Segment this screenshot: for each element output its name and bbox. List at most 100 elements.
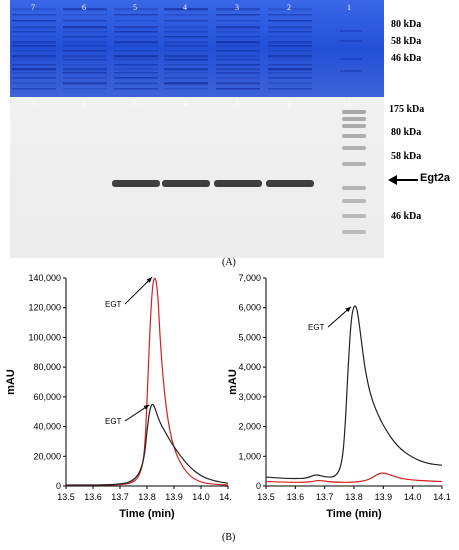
egt2a-bands [112,180,314,187]
chromatogram-left: 13.5 13.6 13.7 13.8 13.9 14.0 14.1 0 20,000 40,00… [5,273,232,520]
annotation-label: EGT [308,323,325,332]
annotation-arrow [124,276,153,305]
x-tick-label: 13.7 [316,492,334,502]
y-tick-label: 20,000 [33,451,61,461]
gel-band [268,41,312,44]
gel-band [164,72,208,74]
gel-band [63,72,107,74]
y-tick-label: 1,000 [238,451,261,461]
gel-band [12,59,56,61]
ladder-band [342,162,366,166]
ladder-band [342,110,366,114]
lane-number: 2 [287,3,291,12]
gel-band [268,88,312,90]
ladder-band [342,117,366,121]
y-tick-label: 4,000 [238,362,261,372]
panel-a-label: (A) [222,257,236,268]
series-line [65,403,229,486]
y-tick-label: 140,000 [28,273,61,283]
arrow-head-icon [146,277,153,283]
gel-band [12,26,56,29]
coomassie-gel [10,0,384,97]
gel-band [268,55,312,58]
gel-band [114,36,158,38]
gel-band [114,82,158,85]
gel-band [12,50,56,52]
gel-band [12,45,56,47]
gel-band [12,41,56,44]
lane-number: 1 [347,99,351,108]
gel-band [268,31,312,33]
ladder-band [342,214,366,218]
gel-band [12,36,56,38]
y-tick-label: 100,000 [28,332,61,342]
x-tick-label: 13.6 [287,492,305,502]
gel-band [12,72,56,74]
gel-band [12,77,56,79]
lane-number: 5 [133,99,137,108]
gel-band-pattern [12,8,362,90]
x-tick-label: 14.0 [192,492,210,502]
gel-band [164,20,208,22]
gel-band [268,14,312,16]
gel-band [114,59,158,61]
lane-number: 3 [235,99,239,108]
gel-band [216,45,260,47]
band-label: Egt2a [420,172,450,184]
gel-band [216,14,260,16]
gel-band [114,14,158,16]
blot-marker-80: 80 kDa [391,127,422,138]
gel-band [268,20,312,22]
lane-number: 4 [183,3,187,12]
gel-band [12,20,56,22]
gel-band [12,88,56,90]
gel-band [268,8,312,11]
gel-band [216,36,260,38]
y-tick-label: 2,000 [238,422,261,432]
gel-band [268,77,312,79]
gel-band [164,50,208,52]
x-tick-label: 13.6 [84,492,102,502]
gel-band [114,31,158,33]
x-tick-label: 13.9 [375,492,393,502]
lane-number: 4 [183,99,187,108]
gel-band [63,31,107,33]
gel-band [164,68,208,71]
gel-band [164,41,208,44]
gel-band [216,82,260,85]
y-tick-label: 3,000 [238,392,261,402]
gel-band [268,59,312,61]
gel-band [216,31,260,33]
lane-number: 1 [347,3,351,12]
egt2a-band [162,180,210,187]
gel-band [63,41,107,44]
gel-band [12,64,56,66]
gel-band [63,88,107,90]
y-tick-label: 40,000 [33,422,61,432]
gel-band [63,68,107,71]
y-axis-label: mAU [228,369,239,395]
gel-band [164,26,208,29]
arrow-head-icon [143,404,150,410]
y-tick-label: 0 [56,481,61,491]
blot-marker-175: 175 kDa [389,104,425,115]
ladder-band [342,134,366,138]
y-axis-label: mAU [5,369,17,395]
series-line [265,305,443,480]
gel-band [114,55,158,58]
gel-marker-46: 46 kDa [391,53,422,64]
lane-number: 7 [31,3,35,12]
arrow-left-icon [388,175,418,185]
gel-marker-58: 58 kDa [391,36,422,47]
x-axis-label: Time (min) [119,508,175,520]
gel-band [12,31,56,33]
y-tick-label: 6,000 [238,303,261,313]
lane-number: 7 [31,99,35,108]
x-tick-label: 14.0 [404,492,422,502]
egt2a-band [214,180,262,187]
ladder-band [342,230,366,234]
western-blot [10,97,384,258]
gel-band [268,50,312,52]
gel-band [268,36,312,38]
gel-band [63,55,107,58]
